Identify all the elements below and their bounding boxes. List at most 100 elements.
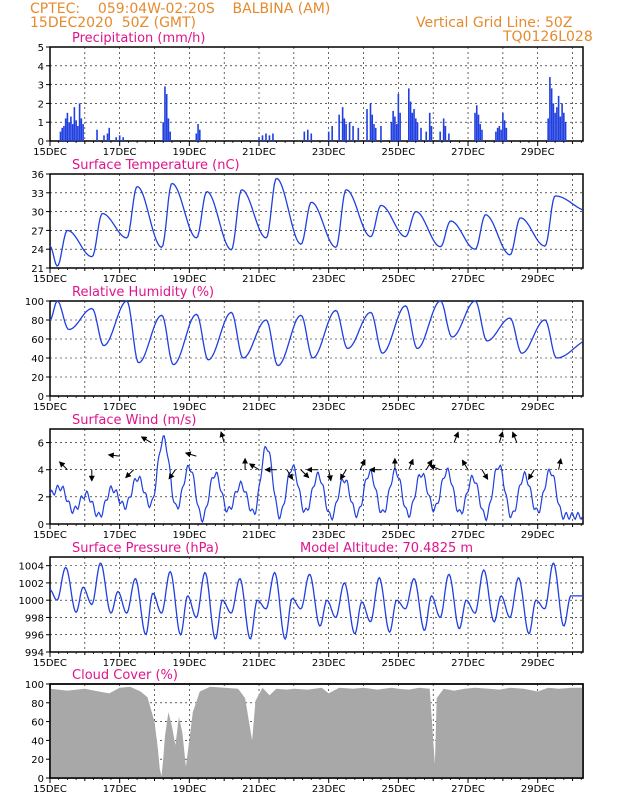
y-tick-label: 100 (25, 297, 44, 308)
x-tick-label: 15DEC (33, 274, 67, 285)
precip-bar (414, 118, 417, 141)
wind-vector (556, 457, 563, 470)
precip-bar (413, 109, 415, 141)
wind-vector (125, 469, 134, 479)
precip-bar (66, 112, 69, 141)
precip-bar (75, 120, 77, 141)
series-line-pressure (49, 562, 583, 641)
precip-bar (392, 110, 394, 141)
precip-bar (373, 124, 375, 141)
y-tick-label: 60 (31, 335, 44, 346)
wind-vector (511, 431, 518, 443)
precip-bar (498, 125, 501, 141)
x-tick-label: 27DEC (451, 274, 485, 285)
y-tick-label: 30 (31, 208, 44, 219)
x-tick-label: 23DEC (312, 658, 346, 669)
precip-bar (272, 133, 274, 141)
y-tick-label: 21 (31, 264, 44, 275)
panel-rh: 0 20 40 60 80 100 15DEC 17DEC 19DEC 21DEC 23DEC 25D… (25, 285, 584, 413)
wind-vector (481, 469, 489, 481)
y-tick-label: 996 (25, 631, 44, 642)
precip-bar (390, 122, 393, 141)
precip-bar (502, 112, 504, 141)
panel-frame-rh (49, 300, 584, 397)
precip-bar (306, 129, 309, 141)
y-tick-label: 1 (38, 118, 44, 129)
header-grid-note: Vertical Grid Line: 50Z (416, 15, 573, 31)
wind-vector (408, 458, 414, 470)
precip-bar (331, 125, 333, 141)
x-tick-label: 21DEC (242, 658, 276, 669)
x-tick-label: 15DEC (33, 402, 67, 413)
y-tick-label: 4 (38, 62, 44, 73)
panel-title-cloud: Cloud Cover (%) (72, 668, 178, 683)
x-tick-label: 29DEC (521, 274, 555, 285)
wind-vector (184, 451, 197, 458)
precip-bar (495, 131, 497, 141)
precip-bar (165, 94, 168, 141)
precip-bar (408, 88, 410, 141)
precip-bar (556, 107, 558, 141)
wind-vector (300, 469, 310, 479)
precip-bar (430, 125, 433, 141)
precip-bar (475, 105, 478, 141)
precip-bar (352, 125, 354, 141)
x-tick-label: 29DEC (521, 530, 555, 541)
header-code: TQ0126L028 (503, 29, 593, 45)
y-tick-label: 0 (38, 520, 44, 531)
panel-wind: 0 2 4 6 15DEC 17DEC 19DEC 21DEC 23DEC 25DEC 27DEC 2… (33, 413, 584, 541)
y-tick-label: 40 (31, 736, 44, 747)
x-tick-label: 15DEC (33, 530, 67, 541)
panel-cloud: 0 20 40 60 80 100 15DEC 17DEC 19DEC 21DEC 23DEC 25D… (25, 668, 584, 795)
x-tick-label: 19DEC (172, 784, 206, 795)
wind-vector (140, 436, 152, 444)
y-tick-label: 0 (38, 392, 44, 403)
wind-vector (248, 463, 260, 471)
x-tick-label: 29DEC (521, 147, 555, 158)
x-tick-label: 23DEC (312, 402, 346, 413)
precip-bar (197, 124, 199, 141)
precip-bar (261, 135, 264, 141)
x-tick-label: 19DEC (172, 658, 206, 669)
precip-bar (338, 114, 340, 141)
precip-bar (164, 86, 166, 141)
x-tick-label: 25DEC (381, 147, 415, 158)
y-tick-label: 33 (31, 189, 44, 200)
precip-bar (71, 124, 74, 141)
x-tick-label: 29DEC (521, 402, 555, 413)
wind-vector (453, 431, 460, 443)
precip-bar (103, 135, 105, 141)
x-tick-label: 19DEC (172, 274, 206, 285)
precip-bar (448, 133, 450, 141)
y-tick-label: 4 (38, 466, 44, 477)
y-tick-label: 1004 (19, 562, 44, 573)
x-tick-label: 23DEC (312, 530, 346, 541)
panel-title-temp: Surface Temperature (nC) (72, 158, 240, 173)
precip-bar (380, 125, 382, 141)
precip-bar (559, 116, 562, 141)
precip-bar (425, 131, 428, 141)
precip-bar (409, 101, 412, 141)
precip-bar (474, 112, 476, 141)
precip-bar (442, 118, 445, 141)
precip-bar (82, 124, 84, 141)
precip-bar (557, 95, 560, 141)
y-tick-label: 27 (31, 226, 44, 237)
precip-bar (420, 127, 422, 141)
y-tick-label: 0 (38, 137, 44, 148)
wind-vector (219, 431, 226, 443)
precip-bar (78, 103, 81, 141)
precip-bar (394, 116, 396, 141)
precip-bar (327, 131, 330, 141)
y-tick-label: 0 (38, 774, 44, 785)
x-tick-label: 21DEC (242, 784, 276, 795)
y-tick-label: 5 (38, 43, 44, 54)
wind-vector (429, 464, 441, 471)
precip-bar (122, 137, 124, 141)
x-tick-label: 23DEC (312, 784, 346, 795)
y-tick-label: 80 (31, 699, 44, 710)
x-tick-label: 25DEC (381, 658, 415, 669)
precip-bar (439, 131, 441, 141)
series-line-wind (49, 435, 583, 524)
